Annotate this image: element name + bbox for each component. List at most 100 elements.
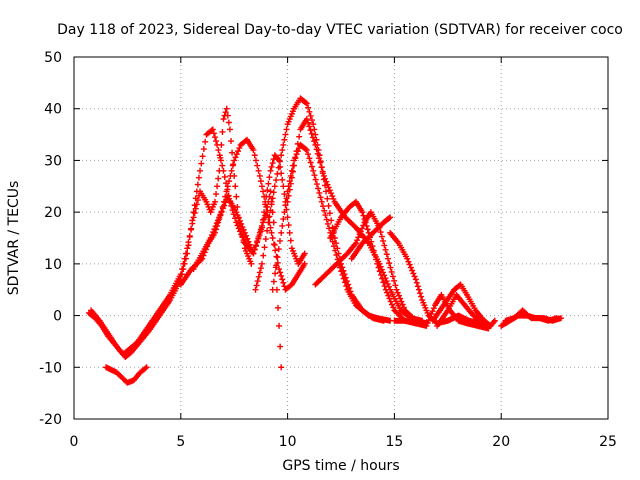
data-point [382,246,389,253]
data-point [241,229,248,236]
y-tick-label: 20 [44,205,62,221]
data-point [286,186,293,193]
data-point [269,195,276,202]
y-axis-label: SDTVAR / TECUs [6,181,22,296]
data-point [378,233,385,240]
data-point [268,201,275,208]
data-point [278,272,285,279]
data-point [197,167,204,174]
data-point [301,260,308,267]
data-point [282,131,289,138]
data-point [269,160,276,167]
data-point [317,194,324,201]
data-point [188,226,195,233]
data-point [427,314,434,321]
data-point [392,282,399,289]
data-point [308,163,315,170]
data-point [177,271,184,278]
data-point [272,270,279,277]
data-point [265,214,272,221]
data-point [317,159,324,166]
data-point [181,255,188,262]
data-point [244,235,251,242]
data-point [231,157,238,164]
data-point [254,162,261,169]
data-point [280,183,287,190]
data-point [410,270,417,277]
data-point [255,273,262,280]
data-point [286,229,293,236]
data-point [302,99,309,106]
data-point [252,286,259,293]
data-point [380,279,387,286]
data-point [306,123,313,130]
data-point [213,138,220,145]
data-point [227,172,234,179]
data-point [245,238,252,245]
data-point [247,244,254,251]
data-point [236,218,243,225]
data-point [275,246,282,253]
data-point [207,235,214,241]
data-point [412,276,419,283]
data-point [250,250,257,257]
data-point [251,246,258,253]
data-point [272,247,279,254]
data-point [329,193,336,200]
data-point [243,232,250,239]
data-point [385,292,392,299]
data-point [423,322,430,329]
data-point [278,229,285,236]
data-point [280,216,287,223]
data-point [260,216,267,223]
series-pass-D [190,152,308,273]
data-point [218,208,225,215]
series-pass-B [88,105,255,358]
data-point [310,167,317,174]
data-point [319,168,326,175]
data-point [390,304,397,311]
data-point [302,146,309,153]
grid-layer [74,57,608,419]
data-point [266,213,273,220]
data-point [319,203,326,210]
data-point [312,176,319,183]
data-point [180,260,187,267]
data-point [287,180,294,187]
data-point [186,232,193,239]
data-point [301,250,308,257]
data-point [326,225,333,232]
data-point [323,216,330,223]
data-point [320,172,327,179]
data-point [256,232,263,239]
data-point [355,234,362,241]
data-point [224,183,231,190]
data-point [233,151,240,158]
data-point [381,283,388,290]
data-point [425,317,432,324]
data-point [235,215,242,222]
data-point [189,220,196,227]
data-point [303,147,310,154]
data-point [235,148,242,155]
data-point [228,167,235,174]
data-point [226,126,233,133]
data-point [267,188,274,195]
data-point [326,210,333,217]
data-point [276,158,283,165]
data-point [381,242,388,249]
data-point [370,247,377,254]
data-point [209,126,216,133]
data-point [220,116,227,123]
data-point [368,238,375,245]
data-point [388,301,395,308]
data-point [307,112,314,119]
data-point [200,146,207,153]
data-point [384,289,391,296]
data-point [383,278,390,285]
data-point [223,105,230,112]
data-point [236,145,243,152]
data-point [364,226,371,233]
data-point [276,266,283,273]
